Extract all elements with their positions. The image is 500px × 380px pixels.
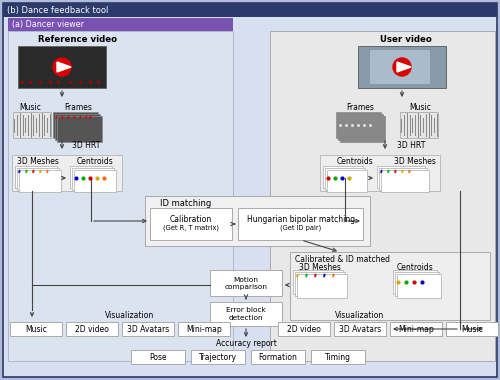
Bar	[13, 112, 51, 138]
Bar	[15, 166, 57, 188]
Text: Accuracy report: Accuracy report	[216, 339, 276, 348]
Bar	[393, 270, 437, 294]
Text: Music: Music	[461, 325, 483, 334]
Bar	[8, 18, 233, 31]
Bar	[150, 208, 232, 240]
Text: ID matching: ID matching	[160, 200, 211, 209]
Text: Trajectory: Trajectory	[199, 353, 237, 361]
Bar	[327, 170, 367, 192]
Bar	[251, 350, 305, 364]
Text: Centroids: Centroids	[396, 263, 434, 271]
Bar	[390, 322, 442, 336]
Bar	[278, 322, 330, 336]
Text: 3D HRT: 3D HRT	[397, 141, 426, 149]
Bar	[297, 274, 347, 298]
Bar	[340, 116, 385, 142]
Text: Motion
comparison: Motion comparison	[224, 277, 268, 290]
Text: 3D Meshes: 3D Meshes	[394, 157, 436, 166]
Bar	[72, 168, 114, 190]
Bar	[17, 168, 59, 190]
Text: (a) Dancer viewer: (a) Dancer viewer	[12, 20, 84, 29]
Bar	[311, 350, 365, 364]
Bar	[358, 46, 446, 88]
Bar	[397, 274, 441, 298]
Text: Frames: Frames	[346, 103, 374, 111]
Text: Music: Music	[25, 325, 47, 334]
Text: Calibration: Calibration	[170, 214, 212, 223]
Bar	[370, 50, 430, 84]
Bar	[210, 302, 282, 326]
Bar	[145, 196, 370, 246]
Bar	[446, 322, 498, 336]
Bar	[338, 114, 383, 140]
Bar	[191, 350, 245, 364]
Text: Calibrated & ID matched: Calibrated & ID matched	[295, 255, 390, 264]
Bar	[400, 112, 438, 138]
Circle shape	[53, 58, 71, 76]
Bar	[336, 112, 381, 138]
Bar	[320, 155, 440, 191]
Text: Visualization: Visualization	[336, 312, 384, 320]
Text: 3D Avatars: 3D Avatars	[127, 325, 169, 334]
Text: 2D video: 2D video	[75, 325, 109, 334]
Bar	[295, 272, 345, 296]
Bar	[334, 322, 386, 336]
Text: Frames: Frames	[64, 103, 92, 111]
Text: Timing: Timing	[325, 353, 351, 361]
Text: Formation: Formation	[258, 353, 298, 361]
Bar	[70, 166, 112, 188]
Text: (b) Dance feedback tool: (b) Dance feedback tool	[7, 5, 108, 14]
Bar	[290, 252, 490, 320]
Bar	[66, 322, 118, 336]
Bar	[3, 3, 497, 17]
Text: Visualization: Visualization	[106, 312, 154, 320]
Text: 3D Meshes: 3D Meshes	[299, 263, 341, 271]
Text: Error block
detection: Error block detection	[226, 307, 266, 320]
Bar	[74, 170, 116, 192]
Bar	[323, 166, 363, 188]
Bar	[379, 168, 427, 190]
Bar	[210, 270, 282, 296]
Bar	[238, 208, 363, 240]
Bar	[270, 31, 495, 361]
Bar	[18, 46, 106, 88]
Polygon shape	[397, 62, 411, 72]
Bar	[57, 116, 102, 142]
Bar	[325, 168, 365, 190]
Text: Music: Music	[19, 103, 41, 111]
Text: Music: Music	[409, 103, 431, 111]
Bar	[178, 322, 230, 336]
Text: 3D HRT: 3D HRT	[72, 141, 101, 149]
Text: (Get ID pair): (Get ID pair)	[280, 225, 322, 231]
Bar	[10, 322, 62, 336]
Text: 2D video: 2D video	[287, 325, 321, 334]
Text: (Get R, T matrix): (Get R, T matrix)	[163, 225, 219, 231]
Bar	[381, 170, 429, 192]
Bar	[293, 270, 343, 294]
Text: Pose: Pose	[149, 353, 167, 361]
Text: Mini-map: Mini-map	[186, 325, 222, 334]
Text: Reference video: Reference video	[38, 35, 117, 44]
Text: Hungarian bipolar matching: Hungarian bipolar matching	[247, 214, 355, 223]
Circle shape	[393, 58, 411, 76]
Text: 3D Meshes: 3D Meshes	[17, 157, 59, 166]
Bar	[19, 170, 61, 192]
Text: User video: User video	[380, 35, 432, 44]
Bar	[377, 166, 425, 188]
Bar	[131, 350, 185, 364]
Bar	[122, 322, 174, 336]
Bar	[12, 155, 122, 191]
Polygon shape	[57, 62, 71, 72]
Bar	[55, 114, 100, 140]
Text: 3D Avatars: 3D Avatars	[339, 325, 381, 334]
Bar	[8, 31, 233, 361]
Text: Centroids: Centroids	[76, 157, 114, 166]
Bar	[53, 112, 98, 138]
Bar	[395, 272, 439, 296]
Text: Mini-map: Mini-map	[398, 325, 434, 334]
Text: Centroids: Centroids	[336, 157, 374, 166]
